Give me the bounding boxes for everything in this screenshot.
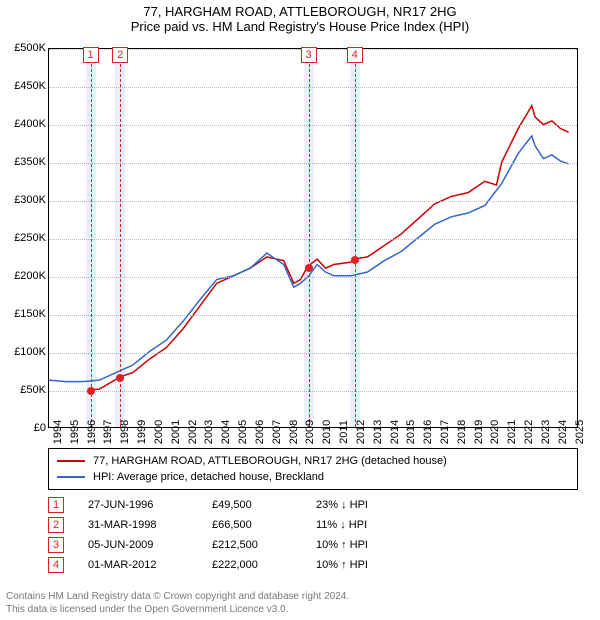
ytick-label: £300K [2,194,46,206]
sale-marker-dot [87,387,95,395]
legend-swatch-1 [57,476,85,478]
sale-marker-dot [351,256,359,264]
title-line-2: Price paid vs. HM Land Registry's House … [0,19,600,34]
xtick-label: 2023 [540,420,552,444]
sale-dashed-line [120,49,121,427]
xtick-label: 2025 [574,420,586,444]
xtick-label: 1996 [86,420,98,444]
footer-text: Contains HM Land Registry data © Crown c… [6,590,349,616]
xtick-label: 1994 [52,420,64,444]
xtick-label: 2024 [557,420,569,444]
sale-marker-dot [305,264,313,272]
xtick-label: 2007 [271,420,283,444]
xtick-label: 2013 [372,420,384,444]
sale-marker-box: 1 [83,47,99,63]
sales-row-pct: 10% ↑ HPI [316,559,426,571]
legend-box: 77, HARGHAM ROAD, ATTLEBOROUGH, NR17 2HG… [48,448,578,490]
sales-row-pct: 23% ↓ HPI [316,499,426,511]
xtick-label: 2015 [405,420,417,444]
sales-table-row: 2 31-MAR-1998 £66,500 11% ↓ HPI [48,515,426,535]
title-line-1: 77, HARGHAM ROAD, ATTLEBOROUGH, NR17 2HG [0,4,600,19]
xtick-label: 2009 [304,420,316,444]
sale-dashed-line [309,49,310,427]
xtick-label: 2019 [473,420,485,444]
ytick-label: £350K [2,156,46,168]
xtick-label: 2010 [321,420,333,444]
legend-row-1: HPI: Average price, detached house, Brec… [57,469,569,485]
sale-marker-box: 4 [347,47,363,63]
chart-plot-area: 12 3 4 [48,48,578,428]
xtick-label: 2006 [254,420,266,444]
sales-row-price: £212,500 [212,539,292,551]
xtick-label: 2014 [389,420,401,444]
title-block: 77, HARGHAM ROAD, ATTLEBOROUGH, NR17 2HG… [0,0,600,34]
sale-marker-dot [116,374,124,382]
legend-swatch-0 [57,460,85,462]
sale-marker-box: 3 [301,47,317,63]
sale-dashed-line [355,49,356,427]
footer-line-2: This data is licensed under the Open Gov… [6,603,349,616]
ytick-label: £150K [2,308,46,320]
sales-table-row: 1 27-JUN-1996 £49,500 23% ↓ HPI [48,495,426,515]
series-line-0 [90,106,568,390]
xtick-label: 2020 [489,420,501,444]
ytick-label: £50K [2,384,46,396]
sales-row-date: 27-JUN-1996 [88,499,188,511]
sales-row-date: 01-MAR-2012 [88,559,188,571]
ytick-label: £400K [2,118,46,130]
xtick-label: 1999 [136,420,148,444]
ytick-label: £500K [2,42,46,54]
ytick-label: £100K [2,346,46,358]
sales-row-num: 4 [48,557,64,573]
ytick-label: £250K [2,232,46,244]
sales-row-price: £222,000 [212,559,292,571]
xtick-label: 2021 [506,420,518,444]
xtick-label: 2000 [153,420,165,444]
xtick-label: 2001 [170,420,182,444]
sales-row-date: 05-JUN-2009 [88,539,188,551]
sales-row-num: 2 [48,517,64,533]
xtick-label: 1997 [102,420,114,444]
xtick-label: 2012 [355,420,367,444]
sales-row-num: 3 [48,537,64,553]
xtick-label: 1998 [119,420,131,444]
sales-row-price: £66,500 [212,519,292,531]
xtick-label: 2005 [237,420,249,444]
xtick-label: 2008 [288,420,300,444]
xtick-label: 2002 [187,420,199,444]
sales-table: 1 27-JUN-1996 £49,500 23% ↓ HPI 2 31-MAR-1998… [48,495,426,575]
xtick-label: 2004 [220,420,232,444]
sale-dashed-line [91,49,92,427]
sales-row-pct: 10% ↑ HPI [316,539,426,551]
ytick-label: £450K [2,80,46,92]
sale-marker-box: 2 [112,47,128,63]
chart-container: 77, HARGHAM ROAD, ATTLEBOROUGH, NR17 2HG… [0,0,600,620]
sales-table-row: 3 05-JUN-2009 £212,500 10% ↑ HPI [48,535,426,555]
sales-row-num: 1 [48,497,64,513]
ytick-label: £200K [2,270,46,282]
xtick-label: 2011 [338,420,350,444]
xtick-label: 2022 [523,420,535,444]
xtick-label: 1995 [69,420,81,444]
sales-row-price: £49,500 [212,499,292,511]
xtick-label: 2016 [422,420,434,444]
ytick-label: £0 [2,422,46,434]
legend-label-1: HPI: Average price, detached house, Brec… [93,471,324,483]
xtick-label: 2017 [439,420,451,444]
xtick-label: 2018 [456,420,468,444]
sales-table-row: 4 01-MAR-2012 £222,000 10% ↑ HPI [48,555,426,575]
xtick-label: 2003 [203,420,215,444]
footer-line-1: Contains HM Land Registry data © Crown c… [6,590,349,603]
legend-label-0: 77, HARGHAM ROAD, ATTLEBOROUGH, NR17 2HG… [93,455,447,467]
legend-row-0: 77, HARGHAM ROAD, ATTLEBOROUGH, NR17 2HG… [57,453,569,469]
sales-row-pct: 11% ↓ HPI [316,519,426,531]
sales-row-date: 31-MAR-1998 [88,519,188,531]
